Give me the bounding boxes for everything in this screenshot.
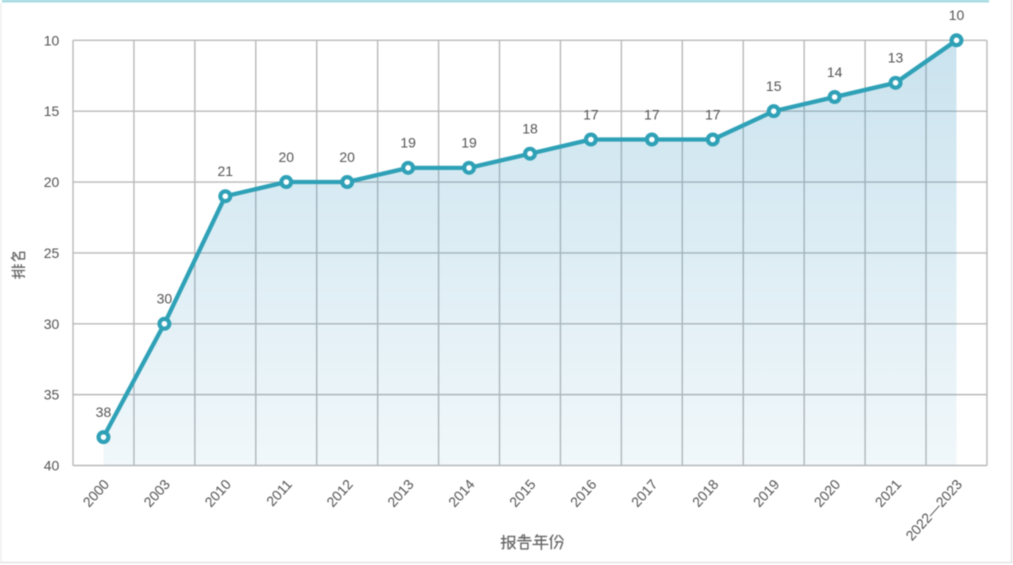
svg-text:17: 17 (644, 106, 660, 122)
svg-text:40: 40 (44, 458, 60, 474)
svg-text:25: 25 (44, 245, 60, 261)
svg-text:13: 13 (888, 50, 904, 66)
svg-text:14: 14 (827, 64, 843, 80)
svg-text:17: 17 (705, 106, 721, 122)
svg-text:19: 19 (461, 135, 477, 151)
svg-text:10: 10 (44, 32, 60, 48)
svg-text:35: 35 (44, 387, 60, 403)
svg-text:15: 15 (766, 78, 782, 94)
svg-text:15: 15 (44, 103, 60, 119)
svg-text:19: 19 (400, 135, 416, 151)
svg-text:17: 17 (583, 106, 599, 122)
svg-text:10: 10 (949, 7, 965, 23)
svg-text:18: 18 (522, 121, 538, 137)
svg-text:21: 21 (218, 163, 234, 179)
svg-text:38: 38 (96, 404, 112, 420)
svg-text:20: 20 (339, 149, 355, 165)
svg-text:20: 20 (278, 149, 294, 165)
svg-text:20: 20 (44, 174, 60, 190)
svg-text:30: 30 (44, 316, 60, 332)
svg-text:30: 30 (157, 291, 173, 307)
